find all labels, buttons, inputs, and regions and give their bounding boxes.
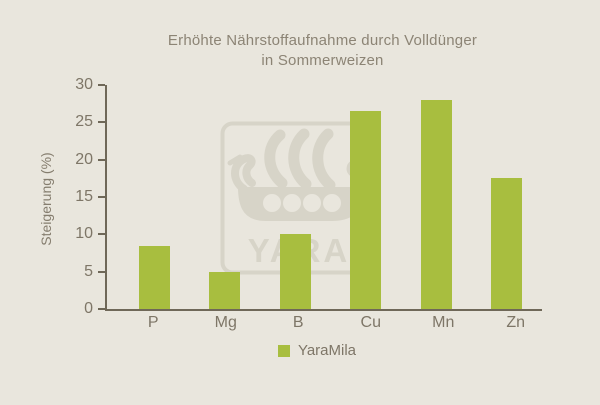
bar-slot-Mn [401,85,472,309]
legend-swatch-icon [277,344,290,357]
y-tick-10: 10 [75,225,105,242]
bar-slot-Zn [472,85,543,309]
legend-label: YaraMila [297,342,357,359]
bar-Cu [350,111,382,309]
bar-Mn [420,99,452,309]
y-tick-20: 20 [75,151,105,168]
chart-title-line2: in Sommerweizen [261,52,384,69]
y-tick-label-25: 25 [75,113,93,131]
y-tick-label-20: 20 [75,150,93,168]
x-label-Mg: Mg [214,314,237,331]
y-tick-0: 0 [84,300,105,317]
y-tick-label-5: 5 [84,262,93,280]
y-tick-label-0: 0 [84,300,93,317]
y-tick-label-15: 15 [75,188,93,205]
x-label-P: P [147,314,159,331]
bar-Mg [209,271,241,309]
y-tick-label-30: 30 [75,76,93,93]
y-axis-label: Steigerung (%) [38,152,54,246]
x-label-Cu: Cu [360,314,381,331]
x-label-B: B [292,314,304,331]
bar-B [279,234,311,309]
bar-P [138,245,170,309]
legend: YaraMila [105,342,529,359]
x-label-Zn: Zn [506,314,526,331]
y-tick-5: 5 [84,263,105,280]
bar-slot-Mg [190,85,261,309]
y-axis-ticks: 0 5 10 15 20 25 30 [75,76,542,317]
bar-slot-Cu [331,85,402,309]
viking-ship-hull-icon [227,154,370,221]
viking-ship-sails-icon [264,128,336,191]
bars-container [107,85,542,309]
x-label-Mn: Mn [432,314,455,331]
bar-slot-B [260,85,331,309]
y-tick-25: 25 [75,113,105,130]
bar-Zn [491,178,523,309]
y-tick-label-10: 10 [75,225,93,243]
bar-slot-P [119,85,190,309]
chart-title: Erhöhte Nährstoffaufnahme durch Volldüng… [105,31,540,71]
x-axis-labels: P Mg B Cu Mn Zn [105,314,552,332]
y-tick-15: 15 [75,188,105,205]
chart-title-line1: Erhöhte Nährstoffaufnahme durch Volldüng… [167,32,478,49]
y-tick-30: 30 [75,76,105,93]
